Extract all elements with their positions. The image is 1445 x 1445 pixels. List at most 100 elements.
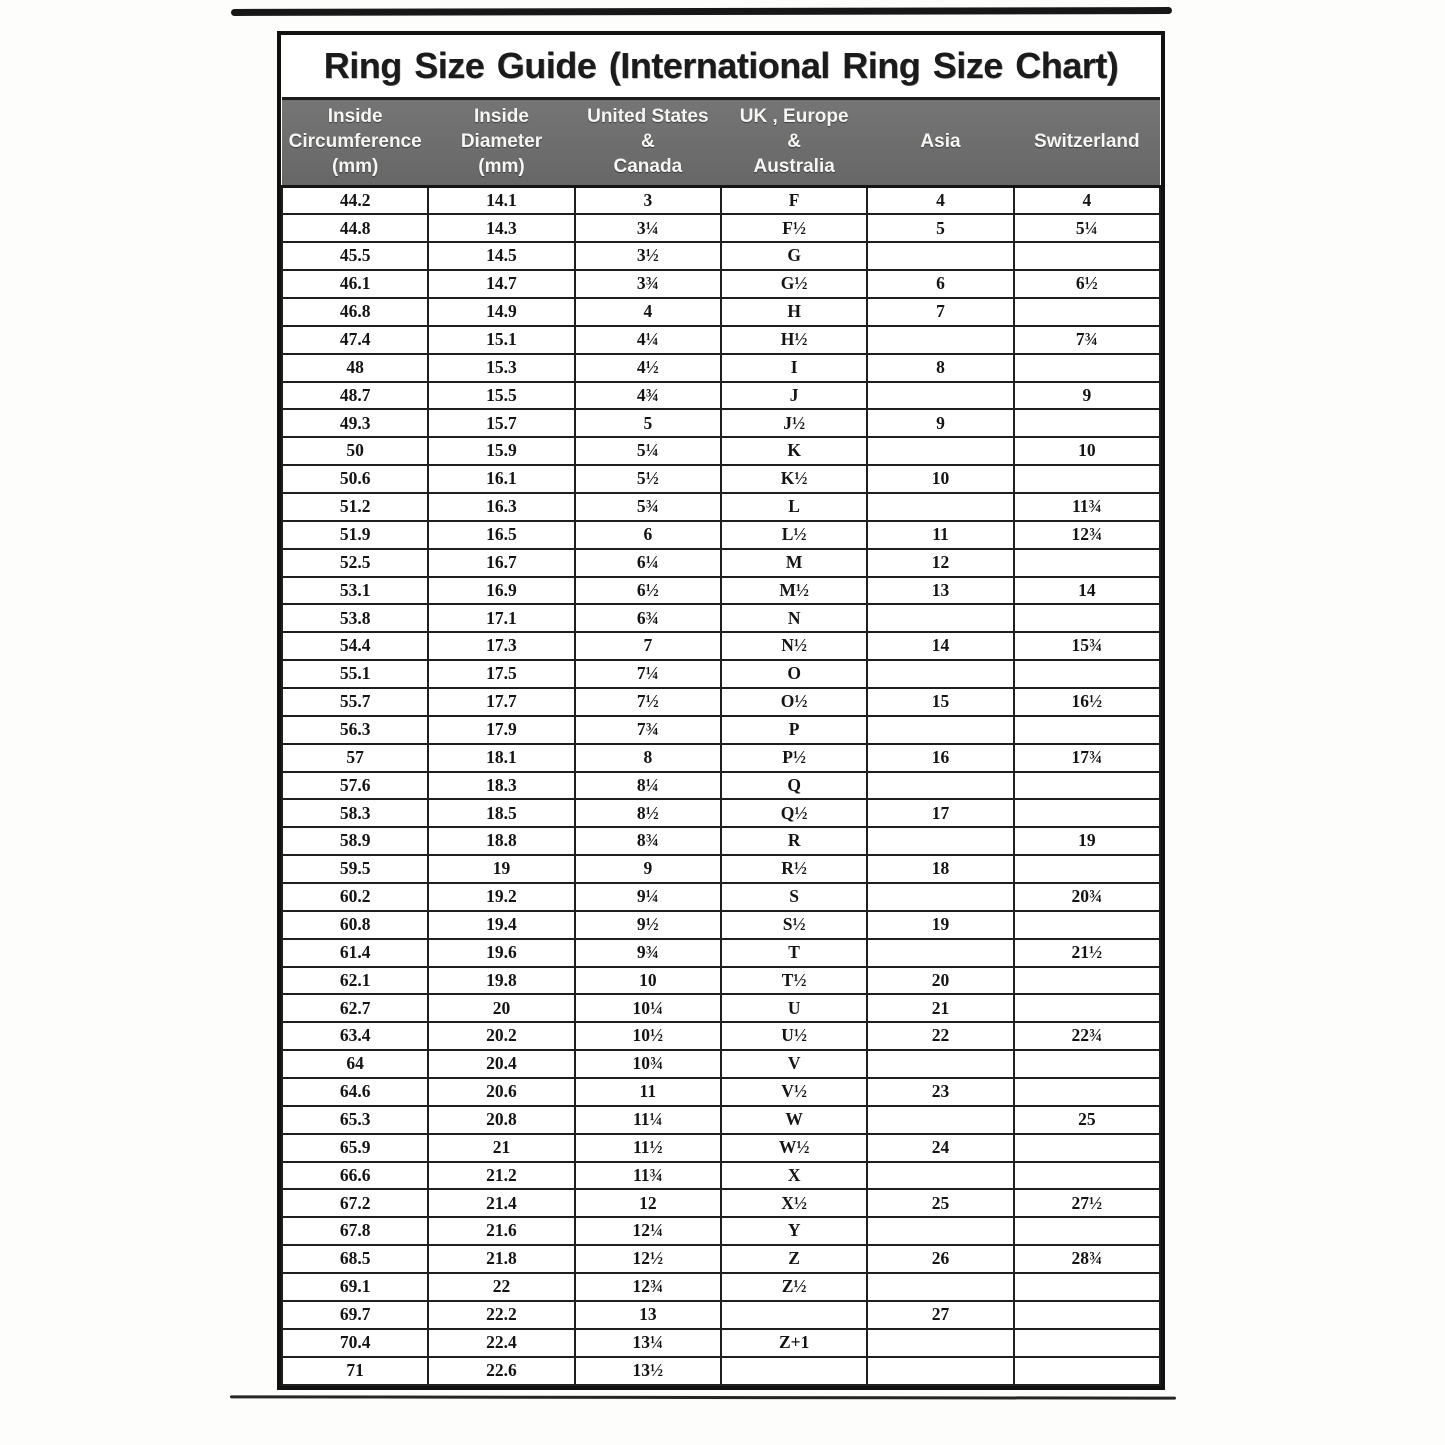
table-cell: 14.5 xyxy=(427,241,576,272)
table-cell: 51.9 xyxy=(280,519,430,550)
table-row: 44.8 14.3 3¼ F½ 5 5¼ xyxy=(280,213,1162,244)
table-row: 50.6 16.1 5½ K½ 10 xyxy=(280,464,1162,494)
table-cell: I xyxy=(719,352,869,383)
column-header: UK , Europe & Australia xyxy=(720,97,868,188)
table-cell: N½ xyxy=(719,631,869,662)
table-cell: 4½ xyxy=(573,352,722,383)
table-cell xyxy=(1012,1077,1162,1107)
table-cell: 12¼ xyxy=(573,1216,722,1247)
table-cell xyxy=(1012,714,1162,745)
title-row: Ring Size Guide (International Ring Size… xyxy=(281,35,1161,97)
table-cell: 59.5 xyxy=(280,854,430,884)
table-cell: 14 xyxy=(1012,575,1162,606)
table-row: 48.7 15.5 4¾ J 9 xyxy=(280,380,1162,411)
table-cell: 5¾ xyxy=(573,491,722,522)
table-cell: 62.7 xyxy=(280,993,430,1024)
table-cell: 71 xyxy=(280,1355,430,1387)
column-header: Inside Diameter (mm) xyxy=(428,97,575,188)
table-cell: 68.5 xyxy=(280,1244,430,1275)
table-cell: 10 xyxy=(573,965,722,996)
table-cell: 15.5 xyxy=(427,380,576,411)
table-cell: 62.1 xyxy=(280,965,430,996)
table-cell: 48 xyxy=(280,352,430,383)
table-row: 57.6 18.3 8¼ Q xyxy=(280,770,1162,801)
table-cell: 21.2 xyxy=(427,1160,576,1191)
table-cell: 6¼ xyxy=(573,547,722,578)
table-row: 65.9 21 11½ W½ 24 xyxy=(280,1132,1162,1163)
table-cell: 6½ xyxy=(573,575,722,606)
table-cell: M xyxy=(719,547,869,578)
table-cell: 3¼ xyxy=(573,213,722,244)
table-cell: 56.3 xyxy=(280,714,430,745)
table-cell: 11½ xyxy=(573,1132,722,1163)
table-cell: 5¼ xyxy=(1012,213,1162,244)
table-cell: H½ xyxy=(719,324,869,355)
table-cell: 46.8 xyxy=(280,296,430,327)
table-cell: 24 xyxy=(866,1132,1015,1163)
page-title: Ring Size Guide (International Ring Size… xyxy=(323,45,1119,86)
table-cell: 11¾ xyxy=(1012,491,1162,522)
table-cell xyxy=(1012,408,1162,439)
column-header: Asia xyxy=(867,97,1014,188)
table-cell: 20 xyxy=(866,965,1015,996)
table-cell: 22 xyxy=(427,1272,576,1302)
table-cell xyxy=(1012,909,1162,940)
table-cell: 5¼ xyxy=(573,436,722,467)
table-cell: 6 xyxy=(866,269,1015,299)
table-cell: 4 xyxy=(573,296,722,327)
table-row: 64.6 20.6 11 V½ 23 xyxy=(280,1077,1162,1107)
table-cell: 65.3 xyxy=(280,1104,430,1135)
column-header: United States & Canada xyxy=(574,97,721,188)
table-cell xyxy=(866,1160,1015,1191)
table-cell: 20.2 xyxy=(427,1021,576,1052)
table-cell: 44.8 xyxy=(280,213,430,244)
table-cell: 63.4 xyxy=(280,1021,430,1052)
table-cell: 16½ xyxy=(1012,686,1162,717)
table-cell: 17.9 xyxy=(427,714,576,745)
table-cell: 60.2 xyxy=(280,881,430,912)
table-cell: 14.1 xyxy=(427,185,576,216)
table-row: 53.1 16.9 6½ M½ 13 14 xyxy=(280,575,1162,606)
table-cell: 16.7 xyxy=(427,547,576,578)
table-cell: 9½ xyxy=(573,909,722,940)
table-cell xyxy=(866,491,1015,522)
table-cell: 8¾ xyxy=(573,826,722,857)
table-cell xyxy=(866,1355,1015,1387)
table-cell: 21.8 xyxy=(427,1244,576,1275)
table-cell: 16.1 xyxy=(427,464,576,494)
table-row: 64 20.4 10¾ V xyxy=(280,1049,1162,1079)
table-cell: 22¾ xyxy=(1012,1021,1162,1052)
table-cell: 19 xyxy=(866,909,1015,940)
table-row: 69.1 22 12¾ Z½ xyxy=(280,1272,1162,1302)
table-cell: 17.3 xyxy=(427,631,576,662)
table-cell: 64 xyxy=(280,1049,430,1079)
table-cell: 19.2 xyxy=(427,881,576,912)
table-cell: 21.6 xyxy=(427,1216,576,1247)
table-cell xyxy=(866,436,1015,467)
table-cell: 11 xyxy=(866,519,1015,550)
table-cell: Q½ xyxy=(719,798,869,829)
table-cell: 19 xyxy=(1012,826,1162,857)
table-cell xyxy=(866,1049,1015,1079)
table-cell: 20.6 xyxy=(427,1077,576,1107)
table-cell: 64.6 xyxy=(280,1077,430,1107)
table-cell: 16.3 xyxy=(427,491,576,522)
table-cell: X xyxy=(719,1160,869,1191)
table-cell: 57 xyxy=(280,742,430,773)
table-cell: 6 xyxy=(573,519,722,550)
table-cell: 7¾ xyxy=(1012,324,1162,355)
table-cell: 16 xyxy=(866,742,1015,773)
table-cell: 70.4 xyxy=(280,1327,430,1358)
table-cell xyxy=(1012,1132,1162,1163)
table-cell: 9¾ xyxy=(573,937,722,968)
table-cell: 19.8 xyxy=(427,965,576,996)
table-cell: 50 xyxy=(280,436,430,467)
table-row: 62.1 19.8 10 T½ 20 xyxy=(280,965,1162,996)
table-cell: 16.9 xyxy=(427,575,576,606)
table-row: 68.5 21.8 12½ Z 26 28¾ xyxy=(280,1244,1162,1275)
table-cell: 20.8 xyxy=(427,1104,576,1135)
table-cell xyxy=(866,1327,1015,1358)
table-row: 49.3 15.7 5 J½ 9 xyxy=(280,408,1162,439)
table-cell: 66.6 xyxy=(280,1160,430,1191)
column-header: Inside Circumference (mm) xyxy=(282,97,429,188)
